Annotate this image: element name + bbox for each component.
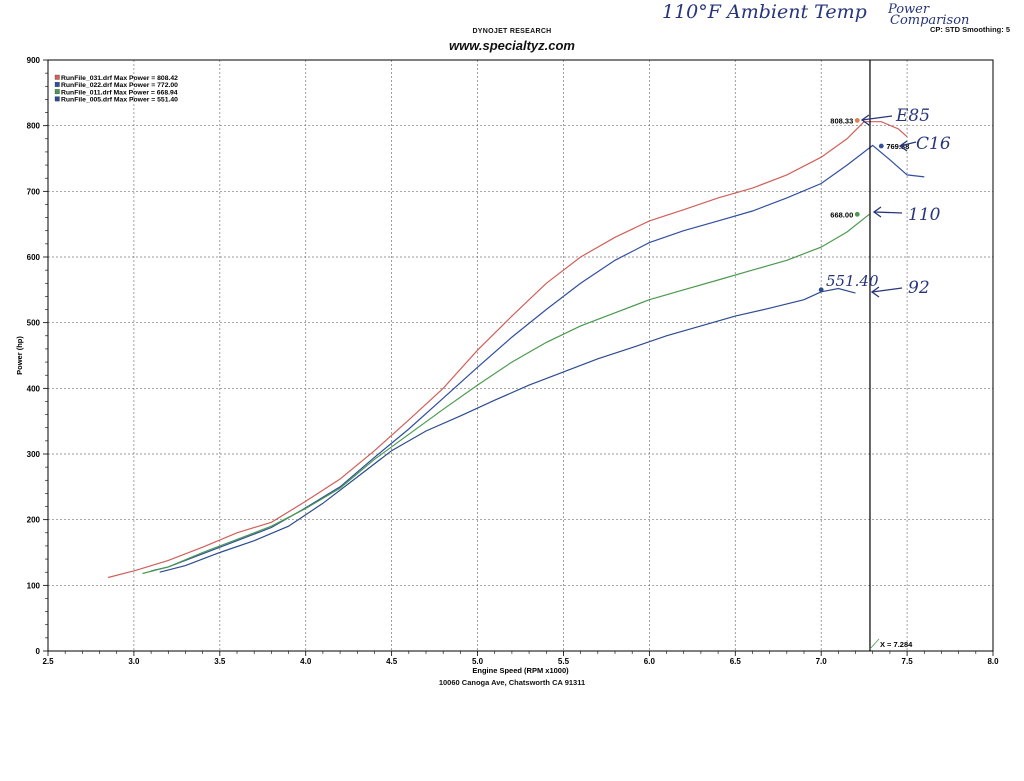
fuel-label-2: 110 [908, 205, 941, 225]
y-tick-label: 0 [36, 647, 41, 656]
fuel-arrow-3 [871, 287, 903, 293]
x-tick-label: 3.0 [128, 657, 140, 666]
x-tick-label: 4.0 [300, 657, 312, 666]
y-tick-label: 700 [27, 187, 41, 196]
series-line-1 [150, 144, 925, 572]
series-line-2 [142, 213, 870, 575]
x-tick-label: 6.5 [730, 657, 742, 666]
cursor-label: X = 7.284 [880, 640, 913, 649]
legend-item-3: RunFile_005.drf Max Power = 551.40 [61, 97, 178, 104]
max-markers: 808.33 769.88 668.00 [818, 116, 909, 650]
axis-ticks: 2.5 3.0 3.5 4.0 4.5 5.0 5.5 6.0 6.5 7.0 7.5 8.0 0 100… [27, 56, 999, 666]
fuel-arrow-head-3 [870, 286, 880, 298]
plot-frame [47, 59, 994, 652]
y-tick-label: 400 [27, 384, 41, 393]
legend-swatch-0 [54, 74, 60, 80]
fuel-arrow-head-0 [860, 114, 870, 126]
brand-title: DYNOJET RESEARCH [472, 28, 552, 35]
x-tick-label: 5.0 [472, 657, 484, 666]
max-value-label-2: 668.00 [830, 210, 853, 219]
y-tick-label: 900 [27, 56, 41, 65]
y-tick-label: 500 [27, 319, 41, 328]
address-label: 10060 Canoga Ave, Chatsworth CA 91311 [438, 678, 586, 687]
y-tick-label: 300 [27, 450, 41, 459]
max-value-label-0: 808.33 [830, 116, 853, 125]
comparison-note-1: Power [887, 2, 930, 17]
cursor-pointer [869, 638, 880, 650]
max-marker-1 [878, 143, 884, 149]
fuel-arrow-2 [873, 211, 903, 214]
legend-swatch-1 [54, 82, 60, 87]
x-tick-label: 6.0 [644, 657, 656, 666]
settings-label: CP: STD Smoothing: 5 [930, 25, 1010, 34]
x-tick-label: 7.5 [902, 657, 914, 666]
legend: RunFile_031.drf Max Power = 808.42RunFil… [54, 74, 178, 104]
x-tick-label: 3.5 [214, 657, 226, 666]
fuel-arrow-0 [861, 115, 893, 121]
y-tick-label: 600 [27, 253, 41, 262]
series-line-3 [159, 287, 856, 573]
series-line-0 [107, 121, 908, 579]
y-tick-label: 100 [27, 581, 41, 590]
max-marker-0 [854, 118, 860, 123]
x-tick-label: 7.0 [816, 657, 828, 666]
legend-swatch-2 [54, 89, 60, 95]
max-value-label-1: 769.88 [886, 142, 909, 151]
max-marker-3 [818, 287, 824, 293]
ambient-note: 110°F Ambient Temp [662, 1, 867, 23]
fuel-arrow-1 [899, 141, 917, 147]
legend-item-0: RunFile_031.drf Max Power = 808.42 [61, 75, 178, 82]
handwritten-notes: 110°F Ambient Temp Power Comparison 551.… [662, 1, 969, 298]
fuel-label-0: E85 [895, 106, 930, 126]
y-axis-label: Power (hp) [15, 336, 24, 375]
series-lines [107, 121, 925, 579]
y-tick-label: 800 [27, 122, 41, 131]
fuel-label-3: 92 [908, 278, 930, 298]
fuel-arrow-head-1 [898, 140, 908, 152]
fuel-labels: E85 C16 110 92 [860, 106, 951, 298]
note-551: 551.40 [826, 272, 879, 290]
x-axis-label: Engine Speed (RPM x1000) [472, 666, 569, 675]
comparison-note-2: Comparison [890, 13, 969, 28]
legend-item-1: RunFile_022.drf Max Power = 772.00 [61, 82, 178, 89]
grid-lines [48, 60, 993, 651]
website-title: www.specialtyz.com [449, 38, 575, 53]
x-tick-label: 4.5 [386, 657, 398, 666]
legend-item-2: RunFile_011.drf Max Power = 668.94 [61, 89, 178, 96]
max-marker-2 [854, 211, 860, 217]
y-tick-label: 200 [27, 516, 41, 525]
fuel-label-1: C16 [916, 134, 951, 154]
x-tick-label: 2.5 [42, 657, 54, 666]
x-tick-label: 8.0 [987, 657, 999, 666]
x-tick-label: 5.5 [558, 657, 570, 666]
legend-swatch-3 [54, 96, 60, 102]
fuel-arrow-head-2 [872, 206, 882, 218]
